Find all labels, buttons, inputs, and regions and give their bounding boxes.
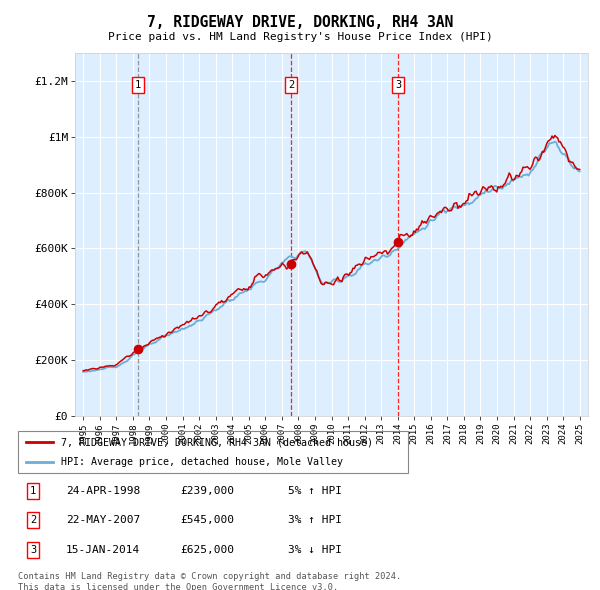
Text: 24-APR-1998: 24-APR-1998 [66, 486, 140, 496]
Text: £239,000: £239,000 [180, 486, 234, 496]
Text: Contains HM Land Registry data © Crown copyright and database right 2024.: Contains HM Land Registry data © Crown c… [18, 572, 401, 581]
Text: £625,000: £625,000 [180, 545, 234, 555]
Text: 15-JAN-2014: 15-JAN-2014 [66, 545, 140, 555]
Text: 7, RIDGEWAY DRIVE, DORKING, RH4 3AN: 7, RIDGEWAY DRIVE, DORKING, RH4 3AN [147, 15, 453, 30]
Text: 1: 1 [135, 80, 141, 90]
Text: 7, RIDGEWAY DRIVE, DORKING, RH4 3AN (detached house): 7, RIDGEWAY DRIVE, DORKING, RH4 3AN (det… [61, 437, 373, 447]
Text: 3: 3 [30, 545, 36, 555]
Text: 3% ↑ HPI: 3% ↑ HPI [288, 516, 342, 525]
Text: 3: 3 [395, 80, 401, 90]
Text: Price paid vs. HM Land Registry's House Price Index (HPI): Price paid vs. HM Land Registry's House … [107, 32, 493, 42]
Text: 22-MAY-2007: 22-MAY-2007 [66, 516, 140, 525]
Text: 2: 2 [30, 516, 36, 525]
Text: This data is licensed under the Open Government Licence v3.0.: This data is licensed under the Open Gov… [18, 583, 338, 590]
Text: 1: 1 [30, 486, 36, 496]
Text: 2: 2 [288, 80, 294, 90]
Text: 3% ↓ HPI: 3% ↓ HPI [288, 545, 342, 555]
Text: £545,000: £545,000 [180, 516, 234, 525]
Text: 5% ↑ HPI: 5% ↑ HPI [288, 486, 342, 496]
Text: HPI: Average price, detached house, Mole Valley: HPI: Average price, detached house, Mole… [61, 457, 343, 467]
